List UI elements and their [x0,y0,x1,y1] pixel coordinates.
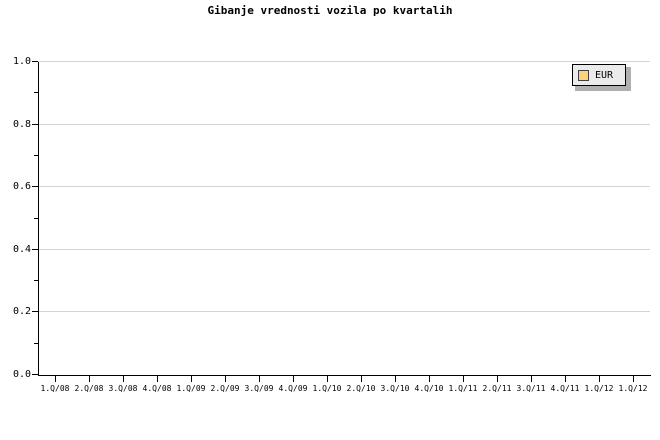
x-axis-tick [293,376,294,382]
x-axis-tick [565,376,566,382]
y-axis-tick-minor [34,154,38,156]
x-axis-tick [599,376,600,382]
x-axis-tick [191,376,192,382]
chart-legend[interactable]: EUR [572,64,626,86]
y-axis-label: 0.0 [12,369,31,380]
x-axis-label: 2.Q/09 [210,384,240,393]
x-axis-label: 3.Q/09 [244,384,274,393]
y-axis-tick-minor [34,217,38,219]
y-axis-tick-major [32,61,38,62]
x-axis-label: 3.Q/08 [108,384,138,393]
y-axis-tick-major [32,248,38,250]
x-axis-tick [395,376,396,382]
x-axis-label: 4.Q/09 [278,384,308,393]
legend-swatch-eur [578,69,589,81]
y-axis-label: 0.6 [12,181,31,193]
x-axis-tick [429,376,430,382]
x-axis-tick [55,376,56,382]
y-axis-tick-major [32,311,38,313]
x-axis-tick [123,376,124,382]
y-axis-tick-major [32,123,38,125]
x-axis-tick [157,376,158,382]
x-axis-tick [531,376,532,382]
y-axis-tick-major [32,374,38,375]
x-axis-label: 4.Q/11 [550,384,580,393]
x-axis-label: 1.Q/09 [176,384,206,393]
x-axis-tick [225,376,226,382]
x-axis-tick [327,376,328,382]
data-series-layer [38,62,650,375]
x-axis-tick [633,376,634,382]
y-axis-label: 0.2 [12,306,31,318]
gridline [38,248,650,250]
y-axis-line [38,62,39,376]
y-axis-tick-minor [34,92,38,94]
x-axis-label: 1.Q/11 [448,384,478,393]
x-axis-label: 2.Q/08 [74,384,104,393]
x-axis-label: 3.Q/11 [516,384,546,393]
gridline [38,311,650,313]
x-axis-tick [259,376,260,382]
y-axis-label: 0.4 [12,243,31,255]
gridline [38,61,650,62]
chart-title: Gibanje vrednosti vozila po kvartalih [207,4,453,17]
x-axis-tick [497,376,498,382]
x-axis-label: 3.Q/10 [380,384,410,393]
x-axis-tick [361,376,362,382]
x-axis-label: 1.Q/08 [40,384,70,393]
legend-label-eur: EUR [595,69,614,81]
x-axis-label: 4.Q/10 [414,384,444,393]
x-axis-label: 2.Q/10 [346,384,376,393]
x-axis-tick [89,376,90,382]
x-axis-label: 1.Q/12 [584,384,614,393]
y-axis-label: 1.0 [12,56,31,67]
x-axis-label: 1.Q/12 [618,384,648,393]
x-axis-label: 1.Q/10 [312,384,342,393]
x-axis-line [38,375,651,376]
y-axis-tick-minor [34,342,38,344]
gridline [38,123,650,125]
plot-area [38,61,650,375]
gridline [38,186,650,188]
x-axis-label: 4.Q/08 [142,384,172,393]
y-axis-label: 0.8 [12,118,31,130]
y-axis-tick-minor [34,280,38,282]
x-axis-tick [463,376,464,382]
x-axis-label: 2.Q/11 [482,384,512,393]
y-axis-tick-major [32,186,38,188]
